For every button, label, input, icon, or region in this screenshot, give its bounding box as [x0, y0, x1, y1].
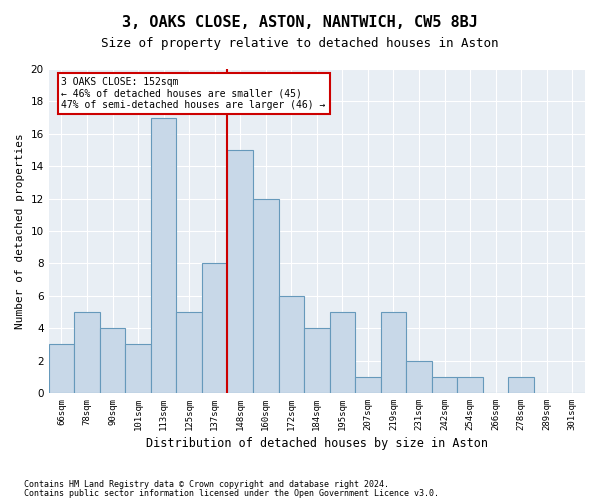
Text: 3 OAKS CLOSE: 152sqm
← 46% of detached houses are smaller (45)
47% of semi-detac: 3 OAKS CLOSE: 152sqm ← 46% of detached h…	[61, 77, 326, 110]
Bar	[253, 198, 278, 393]
Text: 3, OAKS CLOSE, ASTON, NANTWICH, CW5 8BJ: 3, OAKS CLOSE, ASTON, NANTWICH, CW5 8BJ	[122, 15, 478, 30]
Bar	[202, 264, 227, 393]
Bar	[278, 296, 304, 393]
Bar	[227, 150, 253, 393]
Bar	[151, 118, 176, 393]
Text: Size of property relative to detached houses in Aston: Size of property relative to detached ho…	[101, 38, 499, 51]
Bar	[125, 344, 151, 393]
Bar	[457, 376, 483, 393]
Bar	[355, 376, 380, 393]
Bar	[176, 312, 202, 393]
Y-axis label: Number of detached properties: Number of detached properties	[15, 133, 25, 329]
Bar	[74, 312, 100, 393]
Bar	[100, 328, 125, 393]
Bar	[304, 328, 329, 393]
Text: Contains HM Land Registry data © Crown copyright and database right 2024.: Contains HM Land Registry data © Crown c…	[24, 480, 389, 489]
Bar	[329, 312, 355, 393]
Bar	[406, 360, 432, 393]
Bar	[432, 376, 457, 393]
Bar	[49, 344, 74, 393]
Text: Contains public sector information licensed under the Open Government Licence v3: Contains public sector information licen…	[24, 488, 439, 498]
Bar	[508, 376, 534, 393]
Bar	[380, 312, 406, 393]
X-axis label: Distribution of detached houses by size in Aston: Distribution of detached houses by size …	[146, 437, 488, 450]
